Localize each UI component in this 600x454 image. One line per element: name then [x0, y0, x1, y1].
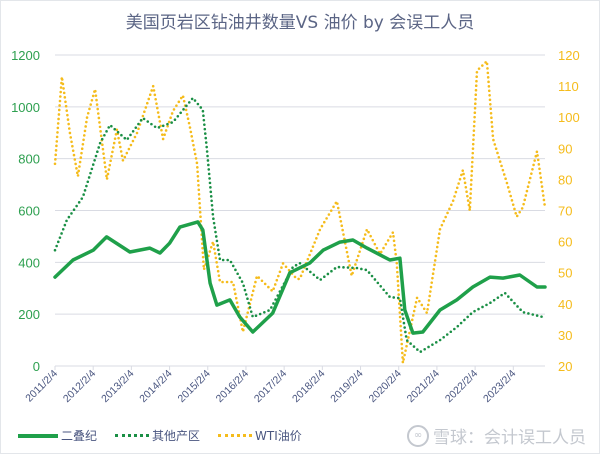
legend-item-permian[interactable]: 二叠纪	[18, 427, 97, 444]
y-left-tick-label: 400	[18, 255, 40, 270]
x-tick-label: 2014/2/4	[137, 368, 174, 405]
y-right-tick-label: 60	[558, 235, 572, 250]
y-right-tick-label: 70	[558, 204, 572, 219]
x-tick-label: 2022/2/4	[443, 368, 480, 405]
x-tick-label: 2015/2/4	[176, 368, 213, 405]
y-right-tick-label: 110	[558, 79, 579, 94]
y-right-tick-label: 40	[558, 297, 572, 312]
y-right-tick-label: 50	[558, 266, 572, 281]
x-tick-label: 2012/2/4	[61, 368, 98, 405]
x-tick-label: 2016/2/4	[214, 368, 251, 405]
x-tick-label: 2017/2/4	[252, 368, 289, 405]
x-tick-label: 2021/2/4	[405, 368, 442, 405]
y-left-tick-label: 200	[18, 307, 40, 322]
y-left-tick-label: 1000	[11, 100, 40, 115]
x-tick-label: 2019/2/4	[328, 368, 365, 405]
y-right-tick-label: 100	[558, 110, 580, 125]
legend-label: 其他产区	[152, 429, 201, 443]
legend-swatch-dotted-green	[115, 434, 150, 437]
x-tick-label: 2011/2/4	[23, 368, 60, 405]
y-right-tick-label: 90	[558, 141, 572, 156]
y-right-tick-label: 20	[558, 359, 572, 374]
y-right-tick-label: 120	[558, 48, 580, 63]
legend-item-wti[interactable]: WTI油价	[218, 427, 302, 444]
legend-label: WTI油价	[255, 429, 302, 443]
x-tick-label: 2013/2/4	[99, 368, 136, 405]
legend-label: 二叠纪	[61, 429, 98, 443]
legend-item-others[interactable]: 其他产区	[115, 427, 200, 444]
y-left-tick-label: 600	[18, 204, 40, 219]
legend: 二叠纪 其他产区 WTI油价	[18, 427, 320, 444]
watermark: ∞ 雪球：会计误工人员	[407, 423, 586, 448]
y-left-tick-label: 800	[18, 152, 40, 167]
series-line-wti	[53, 59, 547, 365]
chart-title: 美国页岩区钻油井数量VS 油价 by 会误工人员	[125, 13, 475, 33]
y-left-tick-label: 0	[33, 359, 40, 374]
x-tick-label: 2018/2/4	[290, 368, 327, 405]
series-line-permian	[53, 220, 547, 335]
y-right-tick-label: 30	[558, 328, 572, 343]
xueqiu-logo-icon: ∞	[407, 424, 429, 447]
legend-swatch-solid	[18, 433, 58, 438]
watermark-text: 雪球：会计误工人员	[433, 428, 586, 448]
legend-swatch-dotted-yellow	[218, 434, 253, 437]
x-tick-label: 2023/2/4	[481, 368, 518, 405]
y-left-tick-label: 1200	[11, 48, 40, 63]
y-right-tick-label: 80	[558, 172, 572, 187]
x-tick-label: 2020/2/4	[366, 368, 403, 405]
